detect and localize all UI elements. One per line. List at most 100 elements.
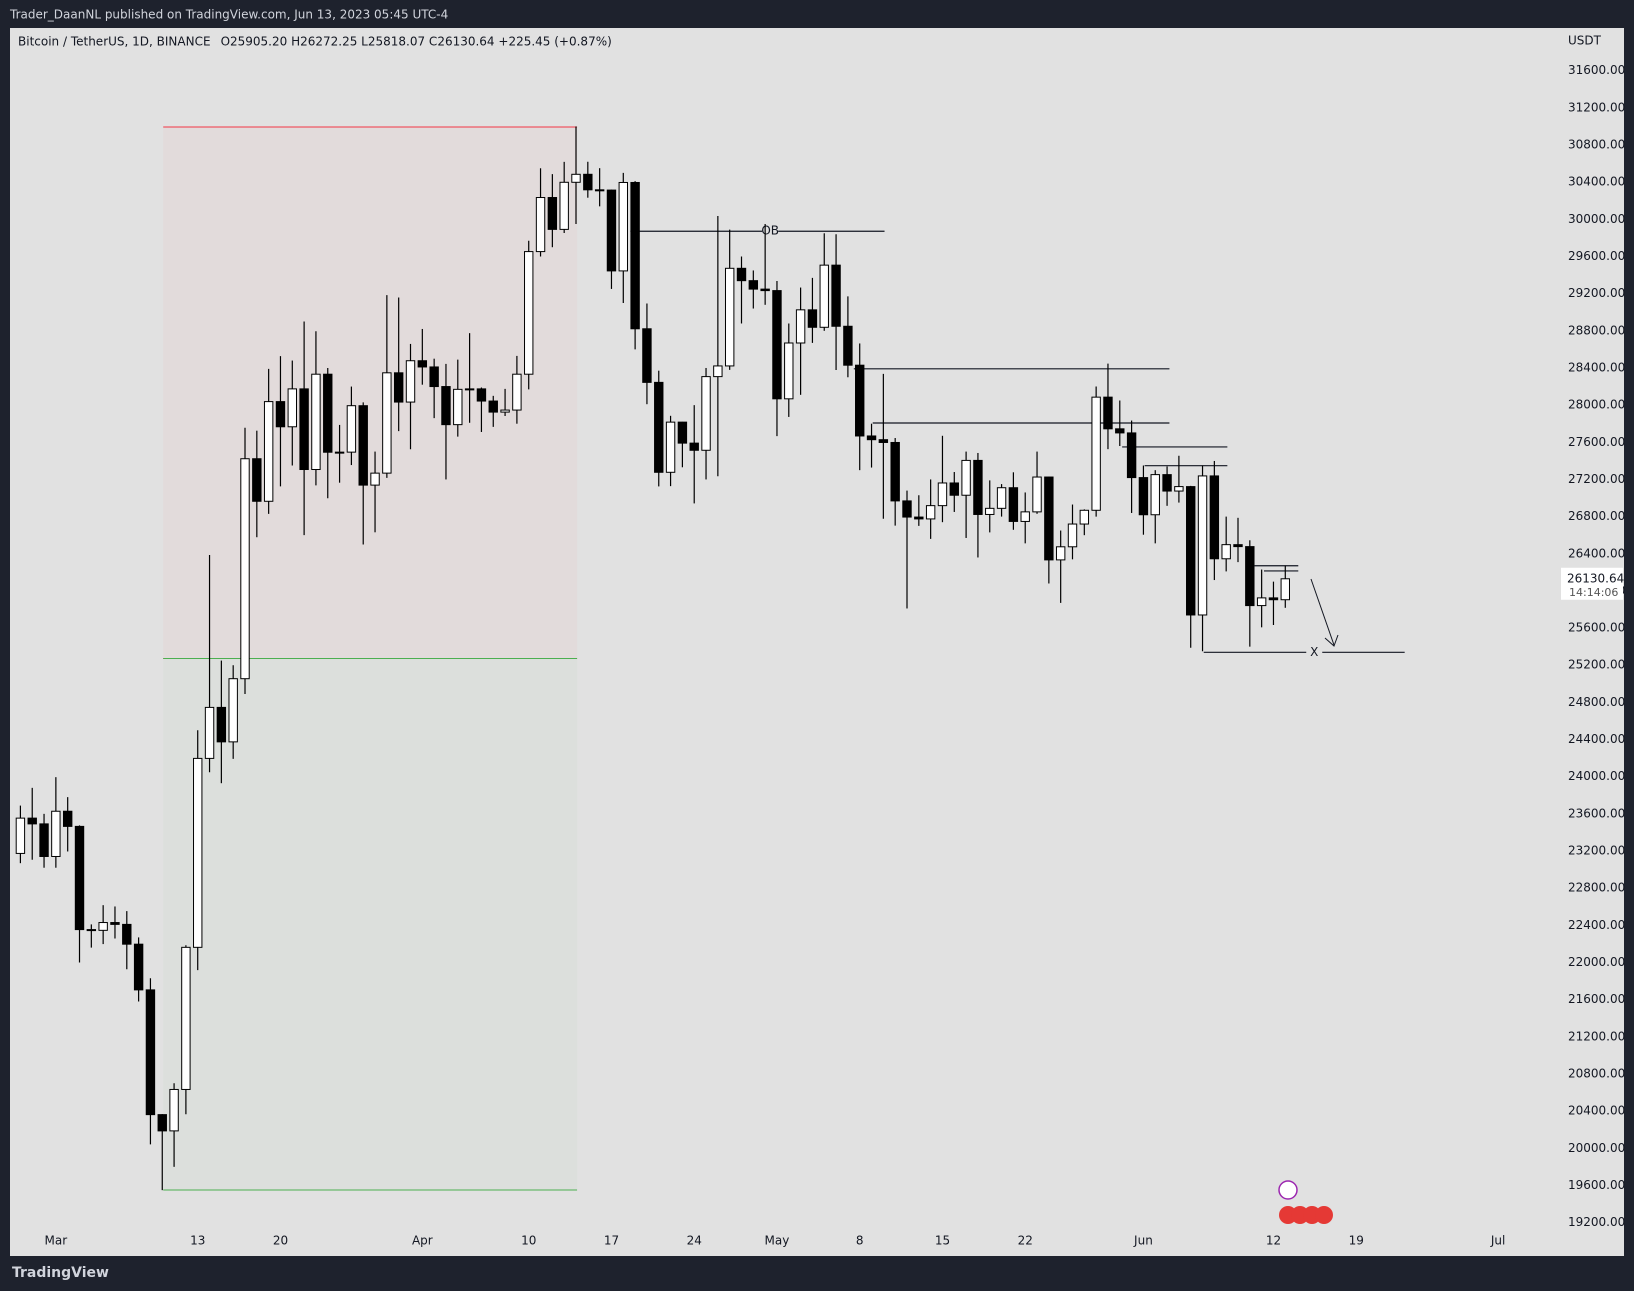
candle-body xyxy=(133,943,144,991)
candle-body xyxy=(831,264,841,327)
x-tick-label: Jun xyxy=(1133,1234,1153,1248)
level-label: OB xyxy=(761,224,779,238)
y-tick-label: 22000.00 xyxy=(1568,955,1625,969)
candle-body xyxy=(985,507,995,515)
candle-body xyxy=(618,181,628,272)
candle-body xyxy=(1126,432,1137,479)
y-tick-label: 28800.00 xyxy=(1568,323,1625,337)
y-tick-label: 29600.00 xyxy=(1568,249,1625,263)
y-tick-label: 22400.00 xyxy=(1568,918,1625,932)
candle-body xyxy=(453,388,463,426)
x-tick-label: 24 xyxy=(687,1234,702,1248)
y-tick-label: 26800.00 xyxy=(1568,509,1625,523)
candle-body xyxy=(1055,546,1066,561)
candle-body xyxy=(1008,487,1019,522)
candle-body xyxy=(949,482,959,496)
event-icon[interactable] xyxy=(1278,1180,1298,1200)
candle-body xyxy=(275,401,286,428)
candle-body xyxy=(417,360,428,368)
y-tick-label: 26400.00 xyxy=(1568,546,1625,560)
candle-body xyxy=(441,386,451,426)
candle-body xyxy=(784,342,794,400)
candle-body xyxy=(1150,474,1160,516)
candle-body xyxy=(15,817,26,854)
zone xyxy=(163,658,578,1191)
y-tick-label: 29200.00 xyxy=(1568,286,1625,300)
candle-body xyxy=(311,373,321,471)
x-tick-label: May xyxy=(765,1234,790,1248)
level-label-bg xyxy=(1306,644,1323,661)
y-tick-label: 25200.00 xyxy=(1568,658,1625,672)
y-tick-label: 24000.00 xyxy=(1568,769,1625,783)
last-price-box xyxy=(1561,567,1623,600)
candle-body xyxy=(299,388,309,471)
candle-body xyxy=(535,197,546,253)
candle-body xyxy=(878,439,889,443)
candle-body xyxy=(39,823,49,857)
candle-body xyxy=(524,251,534,375)
y-tick-label: 30000.00 xyxy=(1568,212,1625,226)
x-tick-label: Jul xyxy=(1490,1234,1505,1248)
candle-body xyxy=(323,373,333,453)
candle-body xyxy=(512,373,522,411)
candle-body xyxy=(405,360,416,403)
candle-body xyxy=(1091,396,1101,511)
candle-body xyxy=(157,1114,167,1132)
candle-body xyxy=(1280,578,1290,601)
candle-body xyxy=(27,817,37,825)
y-tick-label: 28000.00 xyxy=(1568,398,1625,412)
y-tick-label: 31600.00 xyxy=(1568,63,1625,77)
y-tick-label: 27200.00 xyxy=(1568,472,1625,486)
candle-body xyxy=(287,388,297,428)
zone xyxy=(163,127,578,659)
candle-body xyxy=(748,280,759,290)
flags[interactable] xyxy=(1279,1206,1333,1224)
x-tick-label: 19 xyxy=(1349,1234,1364,1248)
candle-body xyxy=(665,421,676,473)
y-tick-label: 27600.00 xyxy=(1568,435,1625,449)
x-tick-label: 12 xyxy=(1266,1234,1281,1248)
candle-body xyxy=(476,388,487,402)
countdown: 14:14:06 xyxy=(1569,586,1618,599)
candle-body xyxy=(393,372,404,403)
x-tick-label: 15 xyxy=(935,1234,950,1248)
x-tick-label: Apr xyxy=(412,1234,433,1248)
candle-body xyxy=(795,309,806,344)
candle-body xyxy=(689,442,699,451)
candle-body xyxy=(1245,546,1255,607)
candle-body xyxy=(713,365,723,378)
symbol: Bitcoin / TetherUS, 1D, BINANCE xyxy=(18,35,211,49)
candle-body xyxy=(346,405,357,453)
candle-body xyxy=(677,421,688,444)
candle-body xyxy=(1067,523,1078,548)
candle-body xyxy=(819,264,829,328)
candle-body xyxy=(1268,597,1279,601)
candle-body xyxy=(843,325,853,366)
candle-body xyxy=(169,1088,179,1132)
candle-body xyxy=(62,810,73,827)
candle-body xyxy=(1233,544,1243,548)
candle-body xyxy=(1138,477,1149,516)
y-tick-label: 19200.00 xyxy=(1568,1215,1625,1229)
y-tick-label: 30800.00 xyxy=(1568,138,1625,152)
candle-body xyxy=(488,400,498,413)
candle-body xyxy=(110,922,120,925)
candle-body xyxy=(74,825,85,931)
candle-body xyxy=(464,388,475,391)
candle-body xyxy=(642,328,652,383)
x-tick-label: 17 xyxy=(604,1234,619,1248)
y-tick-label: 20000.00 xyxy=(1568,1141,1625,1155)
candle-body xyxy=(654,381,664,473)
arrow-head xyxy=(1324,634,1339,647)
candle-body xyxy=(370,472,380,486)
candle-body xyxy=(571,173,581,183)
candle-body xyxy=(961,459,971,496)
candle-body xyxy=(1115,428,1125,434)
candle-body xyxy=(98,922,108,931)
candle-body xyxy=(1209,475,1220,560)
candle-body xyxy=(204,706,215,759)
candle-body xyxy=(145,989,156,1116)
candle-body xyxy=(358,405,368,486)
y-tick-label: 19600.00 xyxy=(1568,1178,1625,1192)
